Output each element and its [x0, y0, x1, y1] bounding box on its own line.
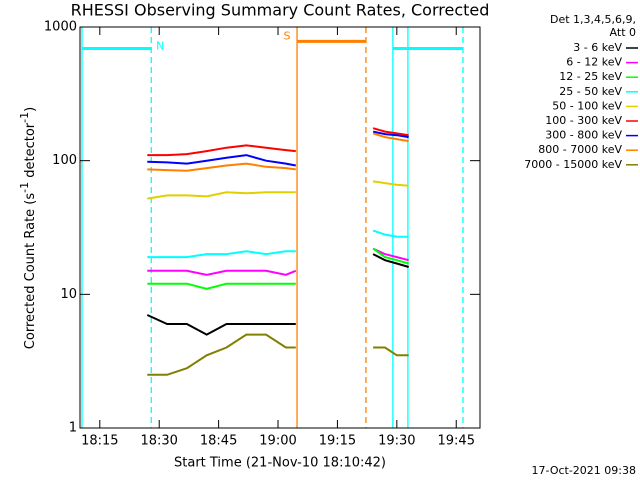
legend-header: Det 1,3,4,5,6,9, [550, 13, 636, 26]
y-axis-label: Corrected Count Rate (s-1 detector-1) [18, 107, 38, 349]
series-line [146, 253, 409, 336]
series-line [147, 127, 409, 157]
series-line [147, 180, 409, 200]
legend-label: 25 - 50 keV [559, 85, 622, 98]
legend-header: Att 0 [610, 26, 636, 39]
chart-title: RHESSI Observing Summary Count Rates, Co… [71, 1, 490, 20]
x-tick-label: 18:15 [81, 434, 118, 449]
legend-label: 100 - 300 keV [545, 114, 622, 127]
legend-label: 12 - 25 keV [559, 70, 622, 83]
y-tick-label: 100 [52, 153, 77, 168]
x-tick-label: 19:45 [438, 434, 475, 449]
y-label-part: detector [23, 122, 38, 182]
series-line [147, 333, 409, 376]
x-tick-label: 18:45 [200, 434, 237, 449]
y-tick-label: 10 [60, 287, 77, 302]
y-label-sup: -1 [18, 182, 31, 193]
x-tick-label: 19:15 [319, 434, 356, 449]
series-line [147, 229, 409, 259]
series-line [147, 247, 409, 290]
legend-label: 6 - 12 keV [566, 56, 622, 69]
series-line [147, 130, 409, 167]
x-axis-label: Start Time (21-Nov-10 18:10:42) [174, 456, 386, 471]
y-label-sup: -1 [18, 112, 31, 123]
y-label-part: ) [23, 107, 38, 112]
x-tick-label: 19:00 [259, 434, 296, 449]
legend-label: 300 - 800 keV [545, 129, 622, 142]
y-label-part: Corrected Count Rate (s [23, 193, 38, 350]
x-tick-label: 19:30 [378, 434, 415, 449]
legend-label: 3 - 6 keV [573, 41, 622, 54]
series-line [147, 247, 409, 276]
legend-label: 50 - 100 keV [552, 99, 622, 112]
plot-frame [79, 26, 481, 429]
flag-label: S [284, 29, 291, 42]
legend-label: 800 - 7000 keV [538, 143, 622, 156]
x-tick-label: 18:30 [140, 434, 177, 449]
series-line [147, 132, 409, 172]
timestamp: 17-Oct-2021 09:38 [532, 464, 636, 477]
legend-label: 7000 - 15000 keV [524, 158, 622, 171]
flag-label: N [156, 40, 164, 53]
y-tick-label: 1000 [44, 20, 77, 35]
y-tick-label: 1 [69, 421, 77, 436]
